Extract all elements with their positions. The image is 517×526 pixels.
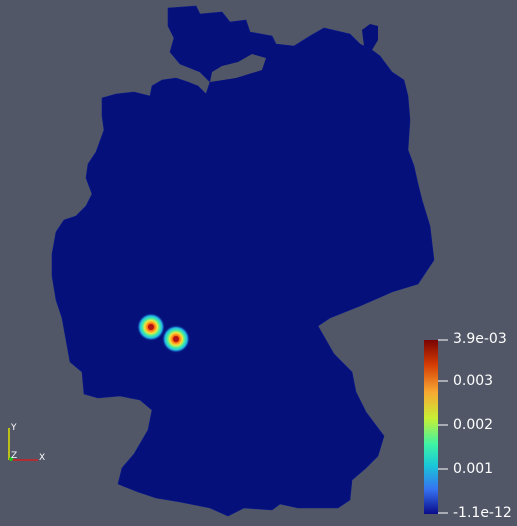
axis-y-label: Y (10, 423, 17, 433)
orientation-axes-widget: Y Z X (8, 423, 45, 463)
hotspot-1 (137, 313, 165, 341)
colorbar-label-0002: 0.002 (453, 417, 494, 433)
colorbar-min-label: -1.1e-12 (453, 505, 512, 521)
colorbar-gradient (424, 340, 438, 514)
colorbar-max-label: 3.9e-03 (453, 331, 507, 347)
island-rugen (362, 24, 378, 50)
germany-mesh (51, 5, 435, 517)
hotspot-2 (162, 325, 190, 353)
axis-x-label: X (39, 453, 45, 463)
colorbar-label-0001: 0.001 (453, 461, 494, 477)
colorbar-label-0003: 0.003 (453, 373, 494, 389)
coastal-bay (210, 54, 266, 82)
axis-z-label: Z (11, 451, 17, 461)
